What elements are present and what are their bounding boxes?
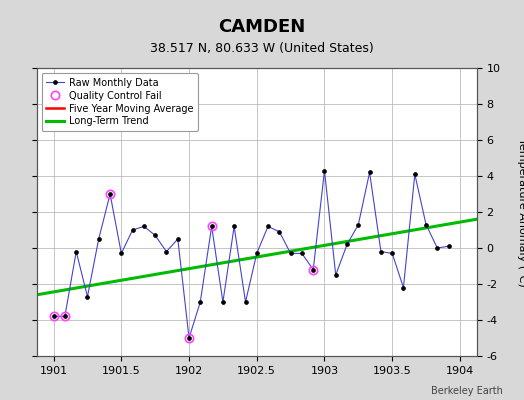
- Raw Monthly Data: [107, 192, 113, 196]
- Raw Monthly Data: [163, 249, 170, 254]
- Raw Monthly Data: [299, 251, 305, 256]
- Raw Monthly Data: [333, 273, 339, 278]
- Raw Monthly Data: [197, 300, 203, 304]
- Raw Monthly Data: [321, 168, 328, 173]
- Raw Monthly Data: [152, 233, 158, 238]
- Raw Monthly Data: [389, 251, 395, 256]
- Quality Control Fail: [186, 336, 192, 340]
- Raw Monthly Data: [50, 314, 57, 319]
- Quality Control Fail: [50, 314, 57, 319]
- Raw Monthly Data: [265, 224, 271, 229]
- Raw Monthly Data: [344, 242, 350, 247]
- Raw Monthly Data: [73, 249, 79, 254]
- Text: 38.517 N, 80.633 W (United States): 38.517 N, 80.633 W (United States): [150, 42, 374, 55]
- Quality Control Fail: [310, 267, 316, 272]
- Text: CAMDEN: CAMDEN: [219, 18, 305, 36]
- Raw Monthly Data: [84, 294, 91, 299]
- Raw Monthly Data: [231, 224, 237, 229]
- Quality Control Fail: [62, 314, 68, 319]
- Raw Monthly Data: [209, 224, 215, 229]
- Raw Monthly Data: [445, 244, 452, 248]
- Line: Quality Control Fail: Quality Control Fail: [49, 190, 318, 342]
- Raw Monthly Data: [378, 249, 384, 254]
- Raw Monthly Data: [366, 170, 373, 175]
- Text: Berkeley Earth: Berkeley Earth: [431, 386, 503, 396]
- Raw Monthly Data: [95, 236, 102, 241]
- Legend: Raw Monthly Data, Quality Control Fail, Five Year Moving Average, Long-Term Tren: Raw Monthly Data, Quality Control Fail, …: [41, 73, 198, 131]
- Quality Control Fail: [209, 224, 215, 229]
- Raw Monthly Data: [174, 236, 181, 241]
- Raw Monthly Data: [220, 300, 226, 304]
- Raw Monthly Data: [243, 300, 249, 304]
- Y-axis label: Temperature Anomaly (°C): Temperature Anomaly (°C): [517, 138, 524, 286]
- Line: Raw Monthly Data: Raw Monthly Data: [52, 169, 451, 340]
- Raw Monthly Data: [412, 172, 418, 177]
- Raw Monthly Data: [355, 222, 362, 227]
- Raw Monthly Data: [254, 251, 260, 256]
- Raw Monthly Data: [129, 228, 136, 232]
- Raw Monthly Data: [400, 285, 407, 290]
- Quality Control Fail: [107, 192, 113, 196]
- Raw Monthly Data: [288, 251, 294, 256]
- Raw Monthly Data: [186, 336, 192, 340]
- Raw Monthly Data: [310, 267, 316, 272]
- Raw Monthly Data: [423, 222, 429, 227]
- Raw Monthly Data: [434, 246, 441, 250]
- Raw Monthly Data: [118, 251, 125, 256]
- Raw Monthly Data: [62, 314, 68, 319]
- Raw Monthly Data: [276, 230, 282, 234]
- Raw Monthly Data: [141, 224, 147, 229]
